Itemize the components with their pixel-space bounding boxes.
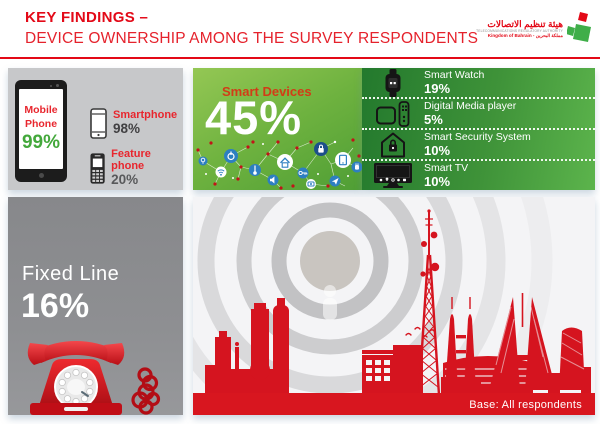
iot-network-graphic: [196, 138, 362, 190]
smart-device-list-panel: Smart Watch 19%: [362, 68, 595, 190]
feature-phone-stat: Feature phone 20%: [90, 148, 183, 188]
fixed-line-label: Fixed Line: [22, 263, 120, 285]
feature-phone-value: 20%: [111, 172, 139, 188]
header: KEY FINDINGS – DEVICE OWNERSHIP AMONG TH…: [0, 0, 600, 57]
device-value: 10%: [424, 142, 451, 158]
page-subtitle: DEVICE OWNERSHIP AMONG THE SURVEY RESPON…: [25, 30, 479, 47]
fixed-line-value: 16%: [21, 287, 90, 325]
mobile-phone-value: 99%: [21, 131, 61, 153]
smartphone-stat: Smartphone 98%: [90, 108, 177, 139]
smart-watch-icon: [362, 68, 424, 97]
device-value: 5%: [424, 111, 443, 127]
list-item: Digital Media player 5%: [362, 99, 595, 130]
smartphone-icon: [90, 108, 107, 139]
smart-devices-value: 45%: [205, 91, 303, 144]
content-grid: Mobile Phone 99% Smartphone 98%: [8, 68, 595, 415]
fixed-line-panel: Fixed Line 16%: [8, 197, 183, 415]
rotary-phone-graphic: [27, 341, 161, 415]
logo-arabic-name: هيئة تنظيم الاتصالات: [487, 19, 563, 30]
smart-tv-icon: [362, 162, 424, 189]
header-divider: [0, 57, 600, 59]
smart-devices-label: Smart Devices: [222, 84, 312, 99]
device-label: Digital Media player: [424, 99, 517, 112]
device-value: 19%: [424, 80, 451, 96]
security-system-icon: [362, 131, 424, 159]
logo-country-line: Kingdom of Bahrain - مملكة البحرين: [487, 33, 563, 39]
logo-english-name: TELECOMMUNICATIONS REGULATORY AUTHORITY: [476, 28, 563, 33]
phone-sensor-dot: [50, 84, 52, 87]
page-title: KEY FINDINGS –: [25, 9, 149, 26]
tra-logo: هيئة تنظيم الاتصالات TELECOMMUNICATIONS …: [476, 12, 593, 46]
media-player-icon: [362, 100, 424, 127]
base-note: Base: All respondents: [469, 399, 582, 411]
smartphone-label: Smartphone: [113, 109, 178, 122]
phone-camera-dot: [56, 84, 59, 87]
feature-phone-icon: [90, 153, 105, 184]
mobile-phone-graphic: Mobile Phone 99%: [15, 80, 67, 182]
tra-logo-icon: [567, 12, 591, 42]
device-label: Smart Watch: [424, 68, 485, 81]
smart-devices-panel: Smart Devices 45%: [193, 68, 362, 190]
mobile-phone-panel: Mobile Phone 99% Smartphone 98%: [8, 68, 183, 190]
city-panel: Base: All respondents: [193, 197, 595, 415]
tra-logo-text: هيئة تنظيم الاتصالات TELECOMMUNICATIONS …: [476, 19, 563, 38]
phone-home-button: [38, 173, 44, 178]
phone-screen: Mobile Phone 99%: [19, 89, 63, 169]
device-label: Smart TV: [424, 161, 469, 174]
smartphone-value: 98%: [113, 121, 141, 137]
list-item: Smart TV 10%: [362, 161, 595, 190]
city-skyline-graphic: [193, 197, 595, 415]
mobile-phone-label: Mobile Phone: [24, 104, 58, 130]
feature-phone-label: Feature phone: [111, 148, 151, 173]
device-value: 10%: [424, 173, 451, 189]
device-label: Smart Security System: [424, 130, 531, 143]
list-item: Smart Watch 19%: [362, 68, 595, 99]
list-item: Smart Security System 10%: [362, 130, 595, 161]
